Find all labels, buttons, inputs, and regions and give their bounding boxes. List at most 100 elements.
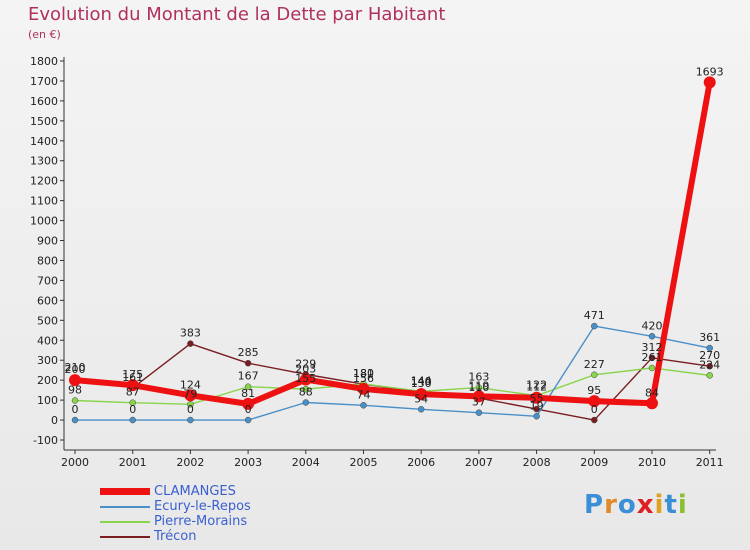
data-point bbox=[472, 390, 485, 403]
data-label: 0 bbox=[72, 403, 79, 416]
x-tick-label: 2004 bbox=[292, 456, 320, 469]
data-point bbox=[648, 333, 656, 340]
data-label: 110 bbox=[468, 381, 489, 394]
legend-item: CLAMANGES bbox=[100, 484, 251, 499]
data-label: 383 bbox=[180, 327, 201, 340]
x-tick-label: 2010 bbox=[638, 456, 666, 469]
logo-letter: P bbox=[584, 490, 605, 520]
x-tick-label: 2005 bbox=[350, 456, 378, 469]
data-point bbox=[648, 354, 656, 362]
data-label: 167 bbox=[238, 370, 259, 383]
data-label: 175 bbox=[122, 368, 143, 381]
series-line-clamanges bbox=[74, 81, 713, 407]
y-tick-label: 1700 bbox=[30, 75, 58, 88]
x-tick-label: 2001 bbox=[119, 456, 147, 469]
legend-swatch bbox=[100, 535, 150, 538]
data-label: 55 bbox=[530, 392, 544, 405]
data-point bbox=[530, 391, 543, 404]
data-point bbox=[533, 413, 540, 420]
proxiti-logo: Proxiti bbox=[584, 490, 688, 520]
data-point bbox=[706, 362, 713, 370]
data-label: 224 bbox=[699, 358, 720, 371]
y-tick-label: 900 bbox=[37, 235, 58, 248]
x-tick-label: 2000 bbox=[61, 456, 89, 469]
data-label: 84 bbox=[645, 386, 659, 399]
y-tick-label: 1300 bbox=[30, 155, 58, 168]
data-label: 0 bbox=[187, 403, 194, 416]
data-label: 210 bbox=[65, 361, 86, 374]
data-label: 229 bbox=[295, 357, 316, 370]
data-label: 181 bbox=[353, 367, 374, 380]
y-tick-label: 500 bbox=[37, 314, 58, 327]
data-point bbox=[591, 416, 598, 424]
data-point bbox=[244, 416, 252, 424]
data-label: 87 bbox=[126, 386, 140, 399]
legend-label: Ecury-le-Repos bbox=[154, 499, 251, 514]
data-label: 74 bbox=[357, 388, 371, 401]
x-tick-label: 2009 bbox=[580, 456, 608, 469]
data-label: 95 bbox=[587, 384, 601, 397]
data-label: 130 bbox=[411, 377, 432, 390]
y-tick-label: 600 bbox=[37, 294, 58, 307]
y-tick-label: 1200 bbox=[30, 175, 58, 188]
logo-letter: r bbox=[604, 490, 618, 520]
data-point bbox=[588, 395, 601, 408]
y-tick-label: 200 bbox=[37, 374, 58, 387]
data-point bbox=[646, 397, 658, 410]
data-label: 144 bbox=[411, 374, 432, 387]
data-point bbox=[360, 402, 367, 409]
data-point bbox=[591, 371, 598, 379]
data-label: 420 bbox=[642, 319, 663, 332]
legend-swatch bbox=[100, 520, 150, 523]
data-point bbox=[703, 76, 716, 89]
legend-label: CLAMANGES bbox=[154, 484, 236, 499]
legend-swatch bbox=[100, 505, 150, 508]
data-label: 361 bbox=[699, 331, 720, 344]
logo-letter: o bbox=[617, 490, 637, 520]
y-tick-label: 1100 bbox=[30, 195, 58, 208]
legend-item: Trécon bbox=[100, 529, 251, 544]
data-point bbox=[71, 397, 79, 404]
data-point bbox=[129, 416, 136, 424]
data-point bbox=[533, 405, 540, 413]
x-tick-label: 2003 bbox=[234, 456, 262, 469]
data-point bbox=[706, 344, 713, 352]
series-line-pierre-morains bbox=[74, 367, 710, 405]
data-point bbox=[187, 340, 194, 347]
data-label: 203 bbox=[295, 363, 316, 376]
data-label: 122 bbox=[526, 379, 547, 392]
series-line-ecury-le-repos bbox=[75, 325, 710, 421]
data-point bbox=[242, 397, 255, 410]
data-label: 155 bbox=[295, 372, 316, 385]
data-label: 119 bbox=[468, 379, 489, 392]
data-label: 79 bbox=[183, 387, 197, 400]
data-point bbox=[415, 388, 428, 401]
data-label: 285 bbox=[238, 346, 259, 359]
data-label: 88 bbox=[299, 385, 313, 398]
data-point bbox=[417, 406, 425, 413]
legend-item: Pierre-Morains bbox=[100, 514, 251, 529]
x-tick-label: 2011 bbox=[696, 456, 724, 469]
data-point bbox=[126, 379, 139, 392]
series-line-tr-con bbox=[74, 342, 710, 421]
y-tick-label: 1600 bbox=[30, 95, 58, 108]
data-point bbox=[71, 416, 79, 424]
data-point bbox=[357, 382, 370, 395]
data-label: 161 bbox=[122, 371, 143, 384]
data-point bbox=[299, 373, 312, 386]
logo-letter: i bbox=[654, 490, 665, 520]
legend-label: Pierre-Morains bbox=[154, 514, 248, 529]
y-tick-label: 1000 bbox=[30, 215, 58, 228]
data-label: 261 bbox=[642, 351, 663, 364]
legend: CLAMANGES Ecury-le-Repos Pierre-Morains Tré… bbox=[100, 484, 251, 544]
data-point bbox=[184, 389, 197, 402]
chart-title: Evolution du Montant de la Dette par Hab… bbox=[28, 4, 446, 25]
data-label: 124 bbox=[180, 378, 201, 391]
y-tick-label: -100 bbox=[33, 434, 58, 447]
legend-label: Trécon bbox=[154, 529, 197, 544]
logo-letter: i bbox=[677, 490, 688, 520]
y-tick-label: 1800 bbox=[30, 55, 58, 68]
data-label: 0 bbox=[245, 403, 252, 416]
